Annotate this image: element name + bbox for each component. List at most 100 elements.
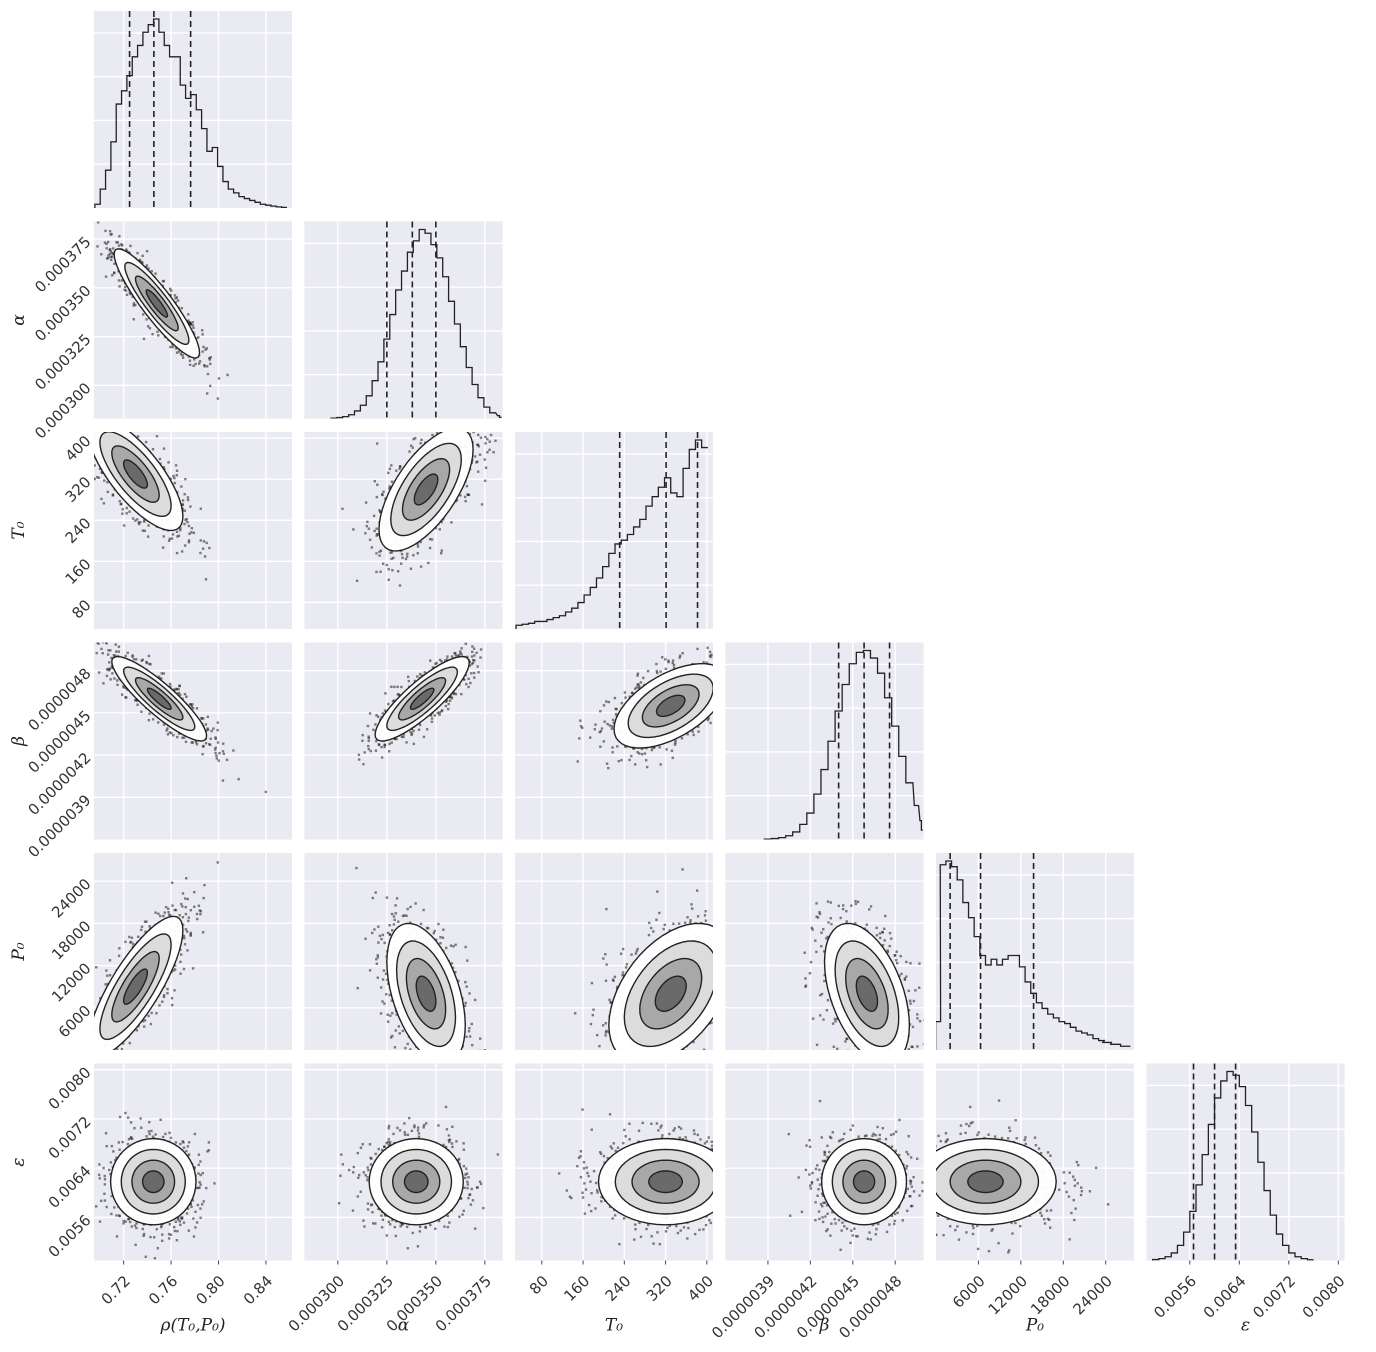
sample-point [111, 274, 114, 277]
sample-point [416, 545, 420, 548]
sample-point [368, 712, 372, 715]
sample-point [398, 467, 401, 471]
sample-point [477, 433, 480, 437]
sample-point [175, 551, 179, 555]
sample-point [222, 752, 226, 756]
sample-point [203, 365, 206, 368]
sample-point [222, 742, 225, 745]
sample-point [429, 659, 432, 662]
sample-point [716, 700, 718, 702]
sample-point [145, 264, 149, 267]
sample-point [416, 552, 419, 555]
density-beta-vs-alpha [357, 635, 484, 766]
sample-point [125, 249, 129, 253]
sample-point [441, 419, 443, 421]
sample-point [593, 728, 597, 731]
sample-point [482, 635, 484, 637]
sample-point [180, 550, 184, 553]
sample-point [205, 541, 208, 545]
sample-point [108, 635, 110, 637]
sample-point [393, 685, 396, 689]
sample-point [407, 679, 411, 683]
sample-point [721, 665, 723, 667]
sample-point [390, 685, 393, 688]
sample-point [381, 712, 385, 715]
sample-point [89, 656, 91, 658]
sample-point [177, 691, 181, 695]
sample-point [478, 453, 482, 456]
sample-point [438, 427, 440, 429]
sample-point [396, 685, 399, 689]
sample-point [387, 471, 390, 475]
sample-point [184, 740, 188, 744]
sample-point [181, 503, 184, 506]
sample-point [168, 731, 171, 734]
sample-point [659, 670, 662, 673]
sample-point [121, 512, 124, 515]
sample-point [603, 720, 606, 723]
sample-point [183, 493, 186, 496]
sample-point [436, 711, 439, 715]
sample-point [142, 429, 144, 431]
sample-point [630, 754, 633, 758]
sample-point [466, 421, 468, 423]
sample-point [101, 652, 104, 655]
sample-point [450, 521, 453, 524]
sample-point [366, 520, 369, 524]
sample-point [463, 495, 467, 499]
sample-point [107, 254, 110, 257]
sample-point [639, 681, 643, 684]
sample-point [192, 364, 195, 368]
sample-point [102, 637, 104, 639]
sample-point [190, 531, 193, 534]
sample-point [715, 697, 717, 699]
sample-point [395, 469, 398, 472]
sample-point [435, 432, 439, 435]
sample-point [494, 439, 497, 443]
sample-point [169, 345, 172, 349]
sample-point [176, 735, 179, 739]
sample-point [400, 685, 403, 689]
sample-point [144, 440, 148, 444]
sample-point [589, 736, 592, 739]
sample-point [431, 666, 435, 669]
sample-point [125, 293, 129, 296]
sample-point [355, 579, 359, 583]
sample-point [430, 538, 434, 541]
sample-point [387, 750, 391, 753]
sample-point [492, 450, 495, 454]
sample-point [190, 527, 194, 530]
sample-point [420, 674, 423, 678]
sample-point [125, 506, 128, 510]
sample-point [91, 411, 93, 413]
sample-point [484, 466, 488, 469]
sample-point [364, 501, 368, 504]
sample-point [86, 422, 88, 424]
sample-point [202, 345, 205, 349]
sample-point [143, 529, 147, 533]
sample-point [168, 682, 172, 686]
sample-point [208, 358, 211, 361]
sample-point [186, 498, 190, 502]
sample-point [187, 319, 190, 322]
sample-point [717, 686, 719, 688]
sample-point [363, 751, 366, 754]
sample-point [419, 565, 423, 568]
contour-level-4 [409, 687, 435, 710]
sample-point [197, 362, 201, 365]
sample-point [469, 681, 472, 685]
sample-point [136, 703, 139, 706]
sample-point [136, 251, 139, 255]
sample-point [112, 247, 115, 250]
density-alpha-vs-rho [96, 221, 229, 400]
sample-point [470, 672, 473, 675]
sample-point [90, 422, 92, 424]
sample-point [209, 362, 212, 366]
sample-point [141, 313, 145, 316]
sample-point [715, 675, 717, 677]
sample-point [180, 307, 184, 310]
sample-point [195, 743, 199, 746]
sample-point [148, 327, 152, 330]
sample-point [92, 404, 94, 406]
sample-point [446, 707, 450, 711]
